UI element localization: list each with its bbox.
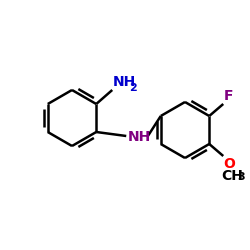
Text: CH: CH [221,169,243,183]
Text: NH: NH [113,75,136,89]
Text: O: O [223,157,235,171]
Text: 2: 2 [129,83,137,93]
Text: NH: NH [128,130,152,144]
Text: 3: 3 [237,172,245,182]
Text: F: F [224,89,234,103]
